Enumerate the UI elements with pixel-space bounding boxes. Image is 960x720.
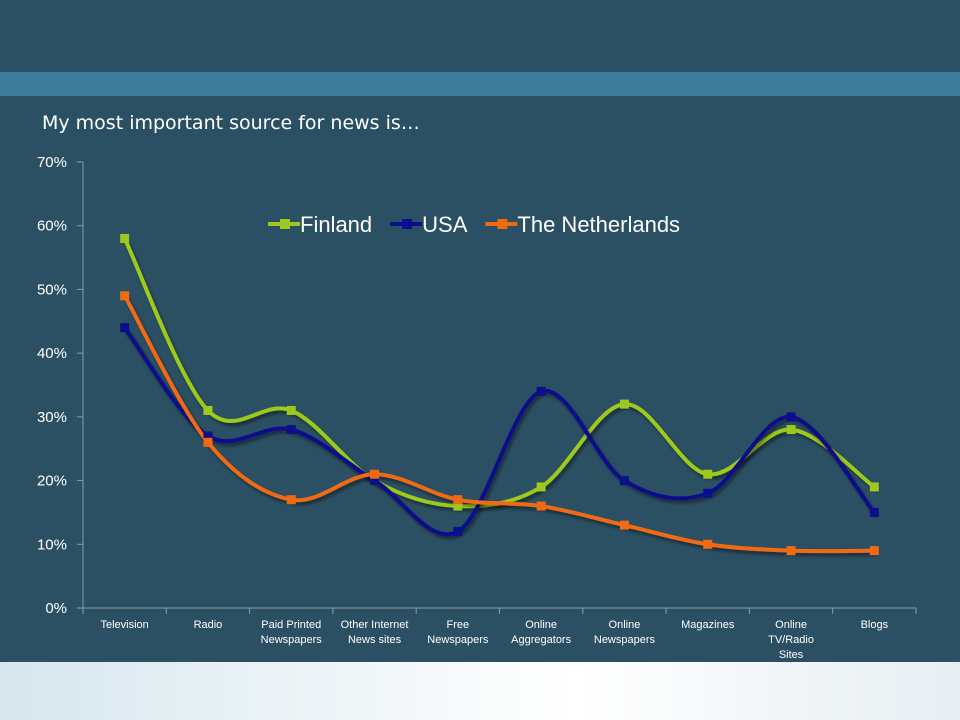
y-tick-label: 20% (37, 473, 67, 490)
x-tick-label: Paid Printed Newspapers (261, 619, 323, 646)
data-point-finland (120, 233, 130, 243)
y-tick-label: 50% (37, 281, 67, 298)
data-point-the-netherlands (536, 501, 546, 511)
data-point-the-netherlands (120, 291, 130, 301)
series-line-usa (122, 325, 877, 537)
y-tick-label: 0% (45, 600, 67, 617)
slide-subtitle: My most important source for news is… (42, 112, 420, 134)
legend-label-finland: Finland (300, 212, 372, 237)
data-point-the-netherlands (453, 495, 463, 505)
data-point-finland (203, 405, 213, 415)
x-tick-label: Television (100, 619, 148, 631)
data-point-usa (453, 527, 463, 537)
data-point-usa (120, 323, 130, 333)
data-point-usa (619, 476, 629, 486)
x-tick-label: Other Internet News sites (341, 619, 409, 646)
bottom-photo-strip (0, 662, 960, 720)
data-point-finland (453, 501, 463, 511)
data-point-finland (619, 399, 629, 409)
legend-label-usa: USA (422, 212, 468, 237)
data-point-finland (786, 425, 796, 435)
header-band (0, 72, 960, 96)
data-point-usa (869, 507, 879, 517)
data-point-finland (869, 482, 879, 492)
x-tick-label: Free Newspapers (427, 619, 489, 646)
data-point-the-netherlands (869, 546, 879, 556)
series-line-the-netherlands (122, 293, 877, 554)
y-tick-label: 10% (37, 536, 67, 553)
data-point-the-netherlands (786, 546, 796, 556)
x-tick-label: Magazines (681, 619, 735, 631)
data-point-the-netherlands (203, 437, 213, 447)
x-tick-label: Online TV/Radio Sites (768, 619, 814, 661)
data-point-finland (286, 405, 296, 415)
legend-swatch-marker-finland (280, 219, 290, 229)
legend-label-the-netherlands: The Netherlands (517, 212, 680, 237)
y-tick-label: 70% (37, 154, 67, 171)
y-tick-label: 40% (37, 345, 67, 362)
data-point-the-netherlands (370, 469, 380, 479)
legend-swatch-marker-the-netherlands (497, 219, 508, 229)
x-tick-label: Blogs (861, 619, 889, 631)
data-point-the-netherlands (286, 495, 296, 505)
x-tick-label: Radio (194, 619, 223, 631)
series-line-finland (122, 236, 877, 509)
legend-swatch-marker-usa (402, 219, 413, 229)
data-point-usa (703, 488, 713, 498)
data-point-the-netherlands (703, 539, 713, 549)
data-point-usa (286, 425, 296, 435)
data-point-the-netherlands (619, 520, 629, 530)
data-point-usa (536, 386, 546, 396)
y-tick-label: 30% (37, 409, 67, 426)
data-point-usa (786, 412, 796, 422)
data-point-finland (536, 482, 546, 492)
data-point-usa (370, 476, 380, 486)
data-point-usa (203, 431, 213, 441)
y-tick-label: 60% (37, 218, 67, 235)
data-point-finland (703, 469, 713, 479)
x-tick-label: Online Aggregators (511, 619, 571, 646)
x-tick-label: Online Newspapers (594, 619, 656, 646)
